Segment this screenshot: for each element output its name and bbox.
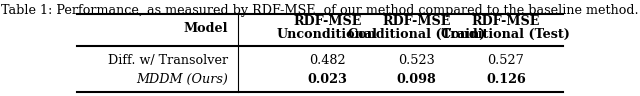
- Text: 0.098: 0.098: [397, 73, 436, 86]
- Text: MDDM (Ours): MDDM (Ours): [136, 73, 228, 86]
- Text: RDF-MSE: RDF-MSE: [293, 15, 362, 28]
- Text: Diff. w/ Transolver: Diff. w/ Transolver: [108, 54, 228, 67]
- Text: Conditional (Test): Conditional (Test): [442, 28, 570, 41]
- Text: 0.126: 0.126: [486, 73, 525, 86]
- Text: RDF-MSE: RDF-MSE: [383, 15, 451, 28]
- Text: 0.523: 0.523: [398, 54, 435, 67]
- Text: 0.527: 0.527: [488, 54, 524, 67]
- Text: Table 1: Performance, as measured by RDF-MSE, of our method compared to the base: Table 1: Performance, as measured by RDF…: [1, 4, 639, 17]
- Text: Model: Model: [184, 22, 228, 35]
- Text: Unconditional: Unconditional: [277, 28, 378, 41]
- Text: 0.482: 0.482: [309, 54, 346, 67]
- Text: Conditional (Train): Conditional (Train): [348, 28, 485, 41]
- Text: 0.023: 0.023: [307, 73, 348, 86]
- Text: RDF-MSE: RDF-MSE: [472, 15, 540, 28]
